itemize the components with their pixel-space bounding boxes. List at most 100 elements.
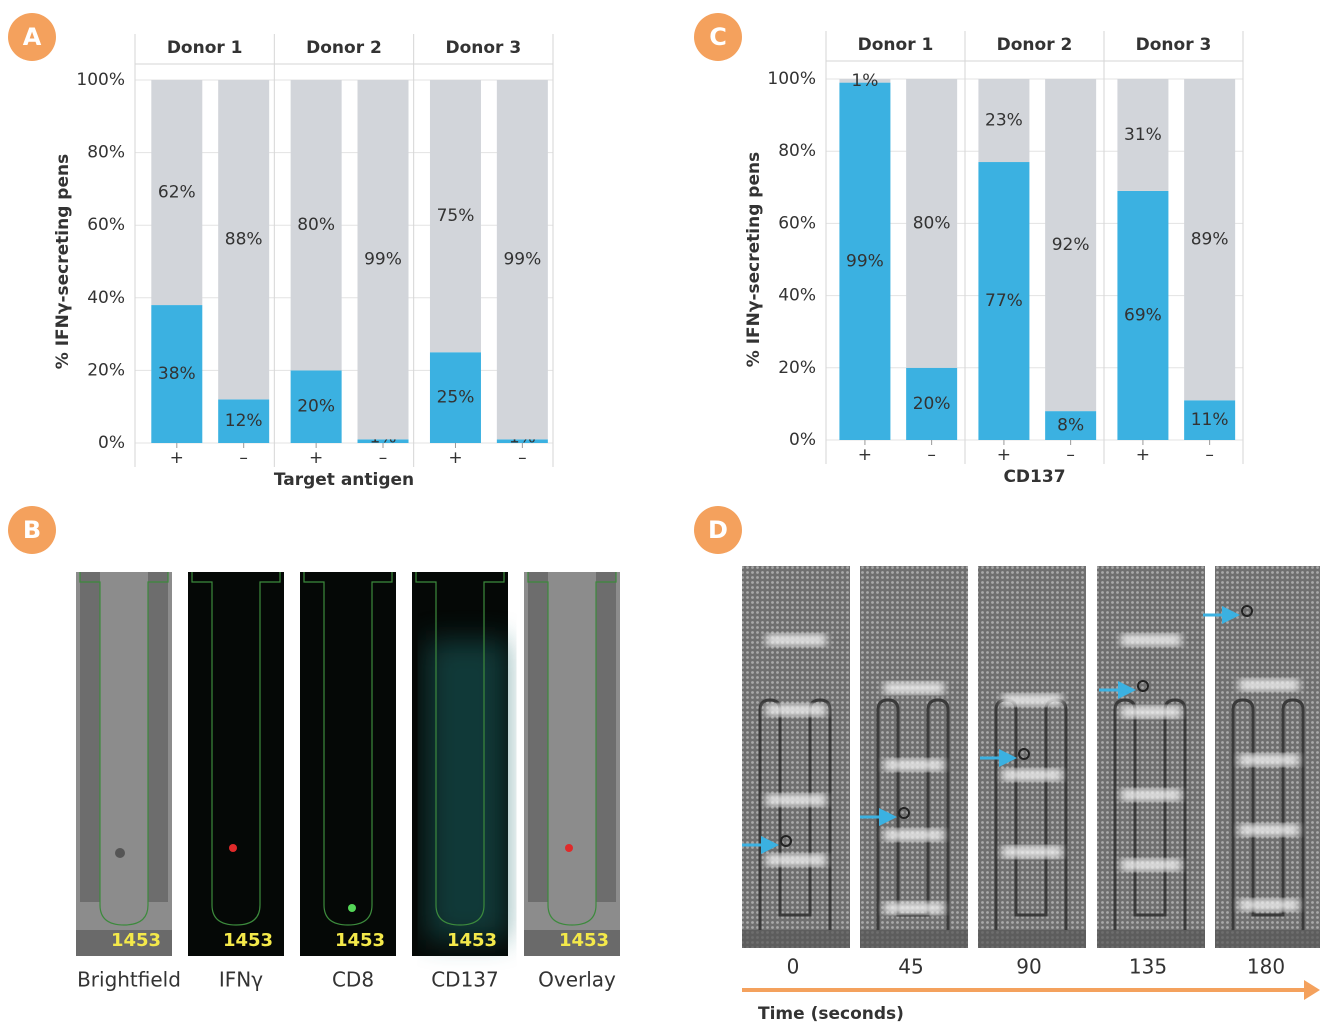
micrograph: 1453 [524, 572, 620, 956]
bright-band [766, 634, 826, 646]
image-bg [300, 572, 396, 956]
bright-band [1121, 706, 1181, 718]
y-axis-label: % IFNγ-secreting pens [53, 154, 73, 369]
frame-bg [742, 566, 850, 948]
pen-outline [527, 572, 617, 926]
bar-segment [1117, 190, 1169, 440]
pen-id: 1453 [111, 930, 161, 951]
bar-segment [1184, 79, 1236, 401]
cell [780, 835, 792, 847]
x-tick-label: – [1066, 445, 1075, 465]
pen-id: 1453 [447, 930, 497, 951]
x-tick-label: + [997, 445, 1011, 465]
micrograph: 1453 [412, 572, 508, 956]
bar-segment [906, 367, 958, 440]
value-label: 20% [913, 394, 951, 414]
value-label: 20% [297, 397, 335, 417]
pen-wall [148, 572, 168, 902]
x-tick-label: – [518, 448, 527, 468]
channel-label: IFNγ [219, 968, 263, 992]
pen-outline [79, 572, 169, 926]
y-tick-label: 80% [87, 143, 125, 163]
group-header: Donor 1 [858, 35, 934, 55]
frame-base [1097, 930, 1205, 948]
bright-band [1121, 859, 1181, 871]
panel-letters: A B C D [8, 13, 742, 554]
timelapse-frame [1203, 566, 1320, 948]
pen-id: 1453 [335, 930, 385, 951]
bar-segment [151, 305, 203, 443]
bar-segment [357, 439, 409, 443]
bright-band [1002, 769, 1062, 781]
y-tick-label: 60% [778, 213, 816, 233]
value-label: 8% [1057, 416, 1084, 436]
bar-segment [1117, 79, 1169, 191]
bright-band [1121, 634, 1181, 646]
y-tick-label: 60% [87, 215, 125, 235]
signal [229, 844, 237, 852]
value-label: 25% [437, 388, 475, 408]
signal [348, 904, 356, 912]
value-label: 99% [364, 250, 402, 270]
channel-label: Overlay [538, 968, 616, 992]
value-label: 31% [1124, 125, 1162, 145]
bright-band [766, 854, 826, 866]
bright-band [766, 794, 826, 806]
bright-band [884, 829, 944, 841]
cell [1137, 680, 1149, 692]
bar-segment [839, 82, 891, 441]
time-label: 90 [1016, 955, 1041, 979]
bar-segment [1045, 79, 1097, 412]
bright-band [1239, 679, 1299, 691]
y-axis-label: % IFNγ-secreting pens [744, 152, 764, 367]
value-label: 12% [225, 411, 263, 431]
bar-segment [151, 80, 203, 306]
x-tick-label: + [448, 448, 462, 468]
pen-id: 1453 [223, 930, 273, 951]
channel-label: CD137 [431, 968, 499, 992]
timelapse-frame [1097, 566, 1205, 948]
x-tick-label: – [1205, 445, 1214, 465]
pen-wall [80, 572, 100, 902]
bright-band [884, 902, 944, 914]
micrograph: 1453 [76, 572, 172, 956]
x-tick-label: – [927, 445, 936, 465]
group-header: Donor 2 [997, 35, 1073, 55]
group-header: Donor 3 [1136, 35, 1212, 55]
value-label: 89% [1191, 230, 1229, 250]
micrograph: 1453 [188, 572, 284, 956]
x-tick-label: + [1136, 445, 1150, 465]
frame-base [742, 930, 850, 948]
pen-outline [191, 572, 281, 926]
bar-segment [906, 79, 958, 368]
value-label: 23% [985, 111, 1023, 131]
channel-label: Brightfield [77, 968, 181, 992]
pen-outline [758, 698, 832, 930]
value-label: 99% [503, 250, 541, 270]
value-label: 88% [225, 230, 263, 250]
bright-band [884, 759, 944, 771]
image-bg [188, 572, 284, 956]
pen-wall [528, 572, 548, 902]
panel-label: D [708, 516, 728, 544]
bright-band [1239, 899, 1299, 911]
cell [1241, 605, 1253, 617]
cell [115, 848, 125, 858]
pen-id: 1453 [559, 930, 609, 951]
bright-band [766, 704, 826, 716]
bar-segment [429, 352, 481, 443]
y-tick-label: 100% [767, 69, 816, 89]
pen-base [524, 930, 620, 956]
value-label: 38% [158, 364, 196, 384]
pen-outline [415, 572, 505, 926]
signal [565, 844, 573, 852]
panel-label: A [23, 23, 42, 51]
bar-segment [496, 439, 548, 443]
bright-band [1239, 754, 1299, 766]
timelapse-frame [978, 566, 1086, 948]
x-tick-label: + [170, 448, 184, 468]
value-label: 75% [437, 206, 475, 226]
cd137-glow [426, 640, 508, 940]
value-label: 11% [1191, 410, 1229, 430]
y-tick-label: 40% [778, 286, 816, 306]
